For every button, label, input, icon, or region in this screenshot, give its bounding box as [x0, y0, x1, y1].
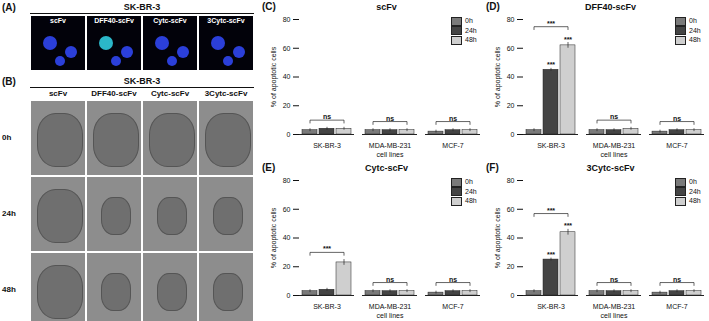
svg-text:MDA-MB-231: MDA-MB-231 — [369, 142, 412, 149]
html-text:Cytc-scFv: Cytc-scFv — [365, 163, 408, 173]
svg-text:20: 20 — [507, 102, 515, 109]
svg-text:% of apoptotic cells: % of apoptotic cells — [270, 207, 278, 268]
svg-text:ns: ns — [449, 115, 457, 122]
html-text:(A): (A) — [2, 2, 16, 13]
html-text:(B): (B) — [2, 76, 16, 87]
html-text:24h: 24h — [689, 26, 701, 34]
html-text:0h: 0h — [465, 178, 473, 185]
svg-text:80: 80 — [507, 177, 515, 184]
svg-text:0: 0 — [511, 292, 515, 299]
html-text:48h: 48h — [689, 36, 701, 44]
svg-text:SK-BR-3: SK-BR-3 — [537, 142, 565, 149]
html-text:(F): (F) — [486, 162, 499, 173]
svg-text:cell lines: cell lines — [377, 151, 404, 158]
html-text:(E): (E) — [262, 162, 276, 173]
svg-text:cell lines: cell lines — [377, 312, 404, 319]
html-text:3Cytc-scFv: 3Cytc-scFv — [586, 163, 635, 173]
svg-text:ns: ns — [673, 115, 681, 122]
svg-text:80: 80 — [283, 177, 291, 184]
svg-text:% of apoptotic cells: % of apoptotic cells — [494, 207, 502, 268]
html-text:0h: 0h — [689, 178, 697, 185]
html-text:0h: 0h — [465, 17, 473, 24]
svg-text:SK-BR-3: SK-BR-3 — [537, 303, 565, 310]
svg-text:60: 60 — [283, 44, 291, 51]
svg-text:20: 20 — [283, 263, 291, 270]
html-text:3Cytc-scFv: 3Cytc-scFv — [207, 17, 245, 24]
html-text:24h: 24h — [689, 187, 701, 195]
svg-text:0: 0 — [511, 131, 515, 138]
html-text:0h: 0h — [2, 133, 12, 142]
svg-text:***: *** — [323, 245, 331, 252]
svg-text:80: 80 — [283, 16, 291, 23]
svg-text:% of apoptotic cells: % of apoptotic cells — [270, 46, 278, 107]
svg-text:***: *** — [564, 36, 572, 43]
svg-text:***: *** — [564, 222, 572, 229]
svg-text:40: 40 — [283, 234, 291, 241]
svg-text:SK-BR-3: SK-BR-3 — [313, 303, 341, 310]
html-text:48h: 48h — [689, 197, 701, 205]
html-text:scFv: scFv — [376, 2, 397, 12]
svg-text:ns: ns — [386, 276, 394, 283]
svg-text:SK-BR-3: SK-BR-3 — [313, 142, 341, 149]
svg-text:60: 60 — [507, 205, 515, 212]
svg-text:MCF-7: MCF-7 — [442, 142, 463, 149]
svg-text:***: *** — [547, 20, 555, 27]
svg-text:ns: ns — [673, 276, 681, 283]
svg-text:0: 0 — [287, 292, 291, 299]
html-text:48h: 48h — [465, 197, 477, 205]
html-text:0h: 0h — [689, 17, 697, 24]
html-text:SK-BR-3: SK-BR-3 — [123, 2, 161, 12]
svg-text:20: 20 — [283, 102, 291, 109]
svg-text:MDA-MB-231: MDA-MB-231 — [369, 303, 412, 310]
html-text:DFF40-scFv: DFF40-scFv — [585, 2, 636, 12]
svg-text:MDA-MB-231: MDA-MB-231 — [593, 142, 636, 149]
svg-text:***: *** — [547, 207, 555, 214]
html-text:DFF40-scFv: DFF40-scFv — [91, 89, 137, 98]
svg-text:40: 40 — [507, 234, 515, 241]
svg-text:***: *** — [547, 251, 555, 258]
html-text:24h: 24h — [465, 26, 477, 34]
svg-text:20: 20 — [507, 263, 515, 270]
html-text:SK-BR-3: SK-BR-3 — [123, 76, 161, 86]
html-text:3Cytc-scFv: 3Cytc-scFv — [204, 89, 248, 98]
html-text:24h: 24h — [465, 187, 477, 195]
svg-text:MCF-7: MCF-7 — [666, 142, 687, 149]
html-text:24h: 24h — [2, 209, 16, 218]
svg-text:MCF-7: MCF-7 — [666, 303, 687, 310]
svg-text:ns: ns — [610, 113, 618, 120]
svg-text:ns: ns — [323, 113, 331, 120]
html-text:scFv: scFv — [48, 89, 68, 98]
html-text:Cytc-scFv: Cytc-scFv — [153, 17, 187, 24]
svg-text:MCF-7: MCF-7 — [442, 303, 463, 310]
svg-text:60: 60 — [507, 44, 515, 51]
html-text:48h: 48h — [465, 36, 477, 44]
html-text:DFF40-scFv: DFF40-scFv — [94, 17, 134, 24]
html-text:(D): (D) — [486, 1, 500, 12]
svg-text:40: 40 — [283, 73, 291, 80]
svg-text:% of apoptotic cells: % of apoptotic cells — [494, 46, 502, 107]
svg-text:***: *** — [547, 61, 555, 68]
html-text:(C): (C) — [262, 1, 276, 12]
svg-text:40: 40 — [507, 73, 515, 80]
html-text:scFv: scFv — [50, 17, 66, 24]
svg-text:cell lines: cell lines — [601, 151, 628, 158]
svg-text:60: 60 — [283, 205, 291, 212]
svg-text:MDA-MB-231: MDA-MB-231 — [593, 303, 636, 310]
svg-text:ns: ns — [449, 276, 457, 283]
svg-text:80: 80 — [507, 16, 515, 23]
svg-text:0: 0 — [287, 131, 291, 138]
svg-text:ns: ns — [610, 276, 618, 283]
svg-text:cell lines: cell lines — [601, 312, 628, 319]
svg-text:ns: ns — [386, 115, 394, 122]
html-text:48h: 48h — [2, 285, 16, 294]
html-text:Cytc-scFv: Cytc-scFv — [150, 89, 190, 98]
